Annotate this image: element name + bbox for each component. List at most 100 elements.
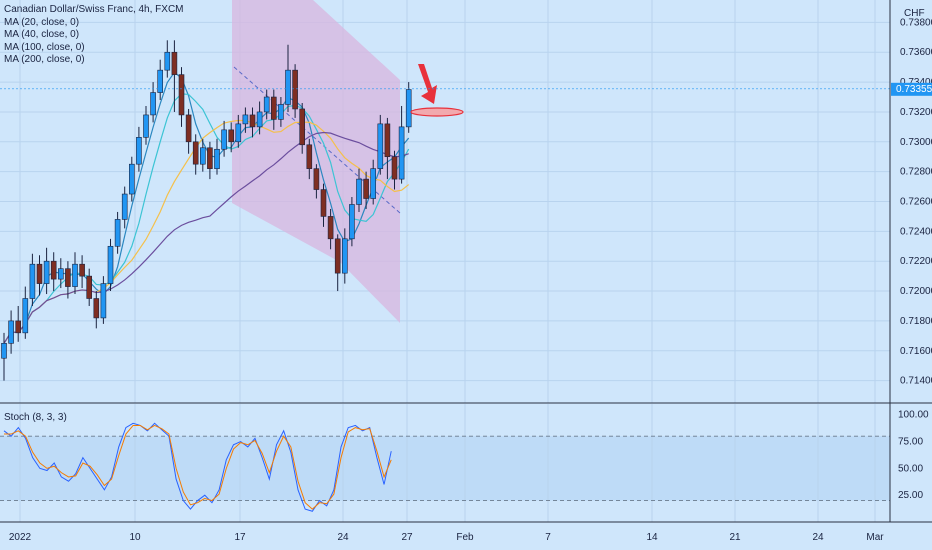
candle-body xyxy=(334,238,341,274)
candle-body xyxy=(36,263,43,284)
candle-body xyxy=(192,141,199,165)
x-tick-label: 14 xyxy=(646,532,658,543)
x-tick-label: Mar xyxy=(866,532,884,543)
candle-body xyxy=(249,114,256,128)
stoch-band xyxy=(0,436,890,501)
x-tick-label: 27 xyxy=(401,532,413,543)
candle-body xyxy=(164,51,171,71)
legend-ma40[interactable]: MA (40, close, 0) xyxy=(4,29,80,41)
candle-body xyxy=(285,69,291,105)
candle-body xyxy=(263,96,270,113)
candle-body xyxy=(242,114,249,125)
stoch-y-tick-label: 100.00 xyxy=(898,410,929,421)
candle-body xyxy=(100,283,107,319)
candle-body xyxy=(29,263,36,299)
x-tick-label: 24 xyxy=(812,532,824,543)
stoch-y-tick-label: 75.00 xyxy=(898,437,923,448)
candle-body xyxy=(185,114,192,143)
last-price-label: 0.73355 xyxy=(896,84,932,95)
x-tick-label: 7 xyxy=(545,532,551,543)
candle-body xyxy=(50,260,57,280)
currency-label: CHF xyxy=(904,8,925,19)
candle-body xyxy=(292,69,298,110)
ma200-line xyxy=(3,131,409,344)
candle-body xyxy=(398,126,405,180)
candle-body xyxy=(93,298,100,319)
candle-body xyxy=(207,147,213,169)
stoch-y-tick-label: 50.00 xyxy=(898,463,923,474)
candle-body xyxy=(391,156,398,180)
candle-body xyxy=(356,178,362,205)
candle-body xyxy=(79,263,85,277)
candle-body xyxy=(57,268,64,280)
candle-body xyxy=(327,216,334,240)
candle-body xyxy=(143,114,149,138)
candle-body xyxy=(1,342,7,359)
legend-ma100[interactable]: MA (100, close, 0) xyxy=(4,41,85,53)
candle-body xyxy=(299,108,306,146)
stoch-y-tick-label: 25.00 xyxy=(898,490,923,501)
x-tick-label: 17 xyxy=(234,532,246,543)
candle-body xyxy=(150,92,156,116)
candle-body xyxy=(15,320,21,334)
stoch-line-k xyxy=(3,422,392,512)
candle-body xyxy=(171,51,178,75)
legend-ma20[interactable]: MA (20, close, 0) xyxy=(4,16,80,28)
legend-ma200[interactable]: MA (200, close, 0) xyxy=(4,54,85,66)
candle-body xyxy=(320,189,327,217)
candle-body xyxy=(8,320,14,344)
candle-body xyxy=(405,89,412,128)
candle-body xyxy=(65,268,71,287)
last-price-badge xyxy=(891,82,932,96)
stoch-line-d xyxy=(4,424,392,510)
candle-body xyxy=(22,298,29,334)
candle-body xyxy=(107,245,114,284)
x-tick-label: Feb xyxy=(456,532,474,543)
candle-body xyxy=(278,104,284,120)
candle-body xyxy=(228,129,234,143)
candle-body xyxy=(341,238,348,274)
candle-body xyxy=(270,96,277,120)
candle-body xyxy=(136,137,142,165)
candle-body xyxy=(214,148,220,169)
stoch-legend[interactable]: Stoch (8, 3, 3) xyxy=(4,412,67,423)
candle-body xyxy=(221,129,227,150)
x-tick-label: 21 xyxy=(729,532,741,543)
candle-body xyxy=(178,74,185,116)
target-ellipse xyxy=(410,107,464,117)
candle-body xyxy=(86,275,92,299)
channel-shape xyxy=(232,0,400,323)
candle-body xyxy=(363,178,369,199)
candle-body xyxy=(72,263,78,287)
x-tick-label: 24 xyxy=(337,532,349,543)
candle-body xyxy=(313,168,320,190)
chart-legend: Canadian Dollar/Swiss Franc, 4h, FXCM MA… xyxy=(4,4,184,67)
candle-body xyxy=(349,204,355,240)
symbol-title[interactable]: Canadian Dollar/Swiss Franc, 4h, FXCM xyxy=(4,4,184,15)
candle-body xyxy=(377,123,384,169)
x-tick-label: 10 xyxy=(129,532,141,543)
ma40-line xyxy=(3,93,410,344)
candle-body xyxy=(235,123,242,143)
candle-body xyxy=(114,219,121,247)
y-tick-label: 0.73800 xyxy=(900,17,932,28)
candle-body xyxy=(157,69,163,93)
candle-body xyxy=(200,147,206,165)
candle-body xyxy=(129,163,135,195)
x-tick-label: 2022 xyxy=(9,532,32,543)
candle-body xyxy=(256,111,263,128)
candle-body xyxy=(121,193,128,220)
